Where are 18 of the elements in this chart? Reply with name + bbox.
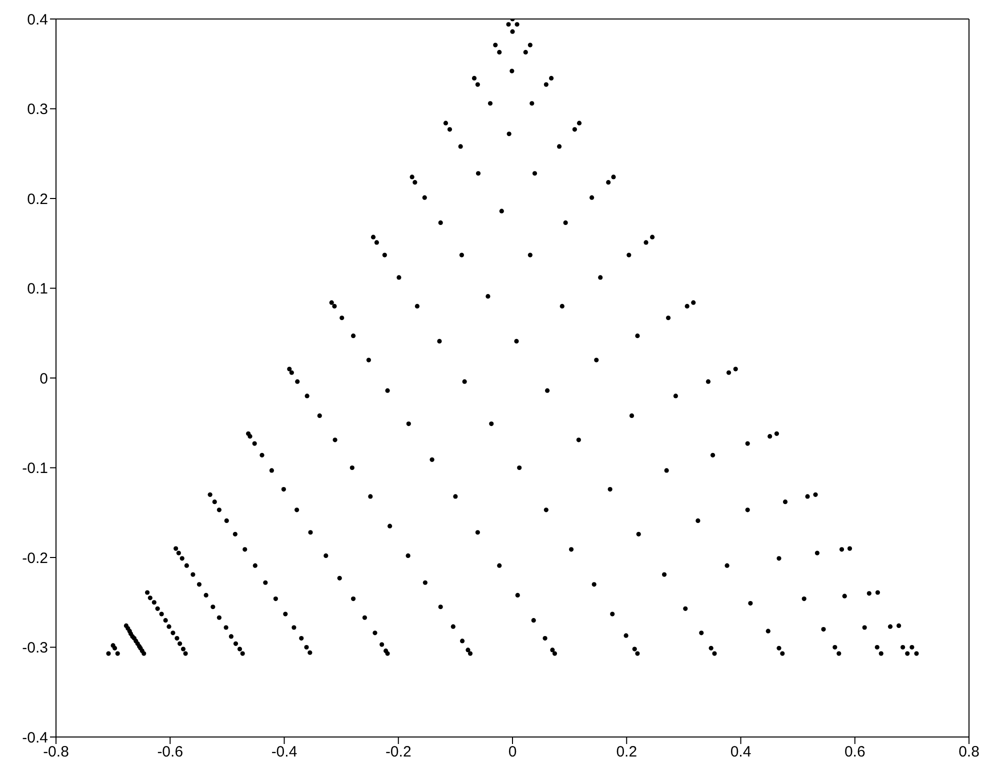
y-tick-label: -0.3 [22, 640, 48, 657]
y-tick-label: 0.3 [27, 101, 48, 118]
x-tick-label: 0.6 [844, 744, 866, 761]
y-tick-label: -0.2 [22, 550, 48, 567]
x-tick-label: 0.2 [616, 744, 638, 761]
y-tick-label: 0.4 [27, 11, 48, 28]
x-tick-label: 0 [508, 744, 517, 761]
y-tick-label: 0 [40, 370, 48, 388]
x-tick-label: 0.4 [730, 744, 752, 761]
y-tick-label: -0.4 [22, 729, 48, 746]
x-tick-label: -0.6 [157, 744, 184, 761]
y-tick-label: 0.2 [27, 190, 48, 208]
x-tick-label: -0.8 [43, 744, 69, 761]
y-tick-label: -0.1 [22, 460, 48, 478]
x-tick-label: -0.2 [385, 744, 412, 761]
y-tick-label: 0.1 [27, 280, 48, 298]
x-tick-label: 0.8 [958, 744, 980, 761]
x-tick-label: -0.4 [271, 744, 298, 761]
